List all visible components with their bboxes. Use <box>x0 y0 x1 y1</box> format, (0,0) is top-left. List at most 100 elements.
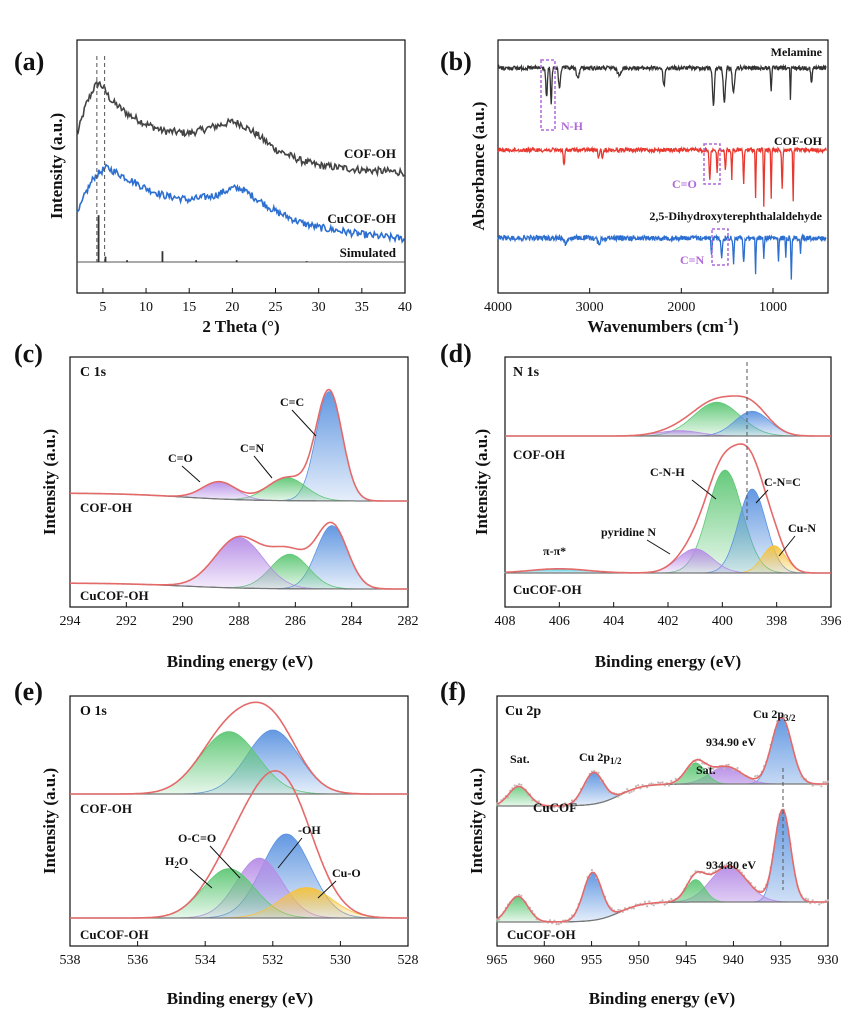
raw-point-cucof-oh <box>804 897 808 900</box>
e-tick-label-528: 528 <box>398 953 419 968</box>
raw-point-cucof <box>811 784 814 787</box>
sample-label-d-cof-oh: COF-OH <box>513 447 565 462</box>
panel-title-f: Cu 2p <box>505 704 541 719</box>
annotation-c-co: C=O <box>168 451 193 465</box>
plot-frame-a <box>76 39 406 294</box>
panel-label-a: (a) <box>14 47 44 76</box>
x-axis-label-e: Binding energy (eV) <box>167 989 313 1008</box>
a-tick-label-20: 20 <box>225 300 239 315</box>
peak-cof-oh-comp-1 <box>70 731 408 795</box>
sample-label-c-cucof-oh: CuCOF-OH <box>80 588 149 603</box>
plot-area-a <box>76 56 406 263</box>
raw-point-cucof <box>668 784 671 787</box>
envelope-cof-oh <box>505 395 831 437</box>
series-label-b-cof-oh: COF-OH <box>774 134 823 148</box>
annotation-e-oco: O-C=O <box>178 831 216 845</box>
e-tick-label-536: 536 <box>127 953 148 968</box>
annotation-f-cu2p32: Cu 2p3/2 <box>753 707 796 723</box>
envelope-cucof-oh <box>70 521 408 590</box>
arrow-d-cnh <box>691 479 717 500</box>
panel-label-c: (c) <box>14 339 43 368</box>
raw-point-cucof <box>540 805 543 808</box>
envelope-cucof <box>496 716 828 807</box>
raw-point-cucof <box>551 806 554 809</box>
raw-point-cucof <box>756 774 759 777</box>
y-axis-label-e: Intensity (a.u.) <box>40 768 59 874</box>
annotation-d-pyridine: pyridine N <box>601 525 656 539</box>
x-axis-label-d: Binding energy (eV) <box>595 652 741 671</box>
raw-point-cucof <box>732 768 735 772</box>
panel-b: (b) N-H C=O C=N Melamine COF-OH 2,5-Dihy… <box>440 39 829 336</box>
raw-point-cucof-oh <box>498 918 501 921</box>
x-axis-label-a: 2 Theta (°) <box>202 317 279 336</box>
sample-label-f-cucof-oh: CuCOF-OH <box>507 927 576 942</box>
series-label-cof-oh: COF-OH <box>344 146 396 161</box>
arrow-e-oco <box>209 845 241 879</box>
f-tick-label-940: 940 <box>723 953 744 968</box>
a-tick-label-35: 35 <box>355 300 369 315</box>
raw-point-cucof-oh <box>617 908 620 911</box>
raw-point-cucof-oh <box>807 898 810 901</box>
e-tick-label-530: 530 <box>330 953 351 968</box>
panel-e: (e) O 1s COF-OH CuCOF-OH O-C=O -OH H2O C… <box>14 677 419 1008</box>
annotation-e-h2o: H2O <box>165 854 188 870</box>
raw-point-cucof-oh <box>646 905 649 908</box>
raw-point-cucof <box>661 781 664 784</box>
arrow-c-co <box>181 465 201 483</box>
raw-point-cucof <box>593 770 596 773</box>
nh-highlight <box>540 59 556 131</box>
raw-point-cucof <box>597 771 600 775</box>
raw-point-cucof <box>659 781 662 784</box>
arrow-c-cc <box>291 409 317 437</box>
raw-point-cucof <box>694 760 697 763</box>
annotation-e-oh: -OH <box>298 823 321 837</box>
a-tick-label-5: 5 <box>99 300 106 315</box>
y-axis-label-d: Intensity (a.u.) <box>472 429 491 535</box>
raw-point-cucof-oh <box>632 907 635 910</box>
plot-area-b <box>497 63 827 280</box>
d-tick-label-398: 398 <box>766 614 787 629</box>
annotation-d-cnh: C-N-H <box>650 465 685 479</box>
a-tick-label-40: 40 <box>398 300 412 315</box>
f-tick-label-965: 965 <box>487 953 508 968</box>
d-tick-label-406: 406 <box>549 614 570 629</box>
raw-point-cucof-oh <box>555 923 558 926</box>
arrow-c-cn <box>253 455 273 479</box>
d-tick-label-400: 400 <box>712 614 733 629</box>
x-ticks-c: 294 292 290 288 286 284 282 <box>60 602 419 629</box>
c-tick-label-292: 292 <box>116 614 137 629</box>
f-tick-label-955: 955 <box>581 953 602 968</box>
annotation-f-cu2p12-sub: 1/2 <box>610 756 622 766</box>
annotation-cn: C=N <box>680 253 705 267</box>
x-axis-label-f: Binding energy (eV) <box>589 989 735 1008</box>
raw-point-cucof <box>548 806 552 810</box>
raw-point-cucof <box>674 777 677 781</box>
raw-point-cucof-oh <box>520 894 523 897</box>
sample-label-d-cucof-oh: CuCOF-OH <box>513 582 582 597</box>
x-axis-label-b-end: ) <box>733 317 739 336</box>
c-tick-label-288: 288 <box>229 614 250 629</box>
annotation-e-h2o-h: H <box>165 854 175 868</box>
raw-point-cucof-oh <box>643 900 646 904</box>
raw-point-cucof <box>822 781 825 784</box>
plot-area-c <box>70 388 408 590</box>
panel-a: (a) COF-OH CuCOF-OH Simulated 5 10 15 20 25 3… <box>14 39 412 336</box>
x-ticks-a: 5 10 15 20 25 30 35 40 <box>99 288 412 315</box>
panel-f: (f) Cu 2p CuCOF CuCOF-OH Sat. Sat. Cu 2p… <box>440 677 839 1008</box>
d-tick-label-396: 396 <box>821 614 842 629</box>
panel-title-e: O 1s <box>80 704 107 719</box>
annotation-d-cun: Cu-N <box>788 521 816 535</box>
raw-point-cucof <box>628 791 631 794</box>
peak-cof-oh-c-c <box>70 391 408 502</box>
envelope-cof-oh <box>70 388 408 502</box>
b-tick-label-3000: 3000 <box>576 300 604 315</box>
annotation-e-h2o-sub: 2 <box>174 860 179 870</box>
raw-point-cucof <box>568 804 571 807</box>
annotation-c-cc: C=C <box>280 395 304 409</box>
annotation-co: C=O <box>672 177 697 191</box>
raw-point-cucof <box>670 779 673 783</box>
raw-point-cucof-oh <box>661 899 664 902</box>
a-tick-label-10: 10 <box>139 300 153 315</box>
series-label-simulated: Simulated <box>340 245 397 260</box>
sample-label-c-cof-oh: COF-OH <box>80 500 132 515</box>
